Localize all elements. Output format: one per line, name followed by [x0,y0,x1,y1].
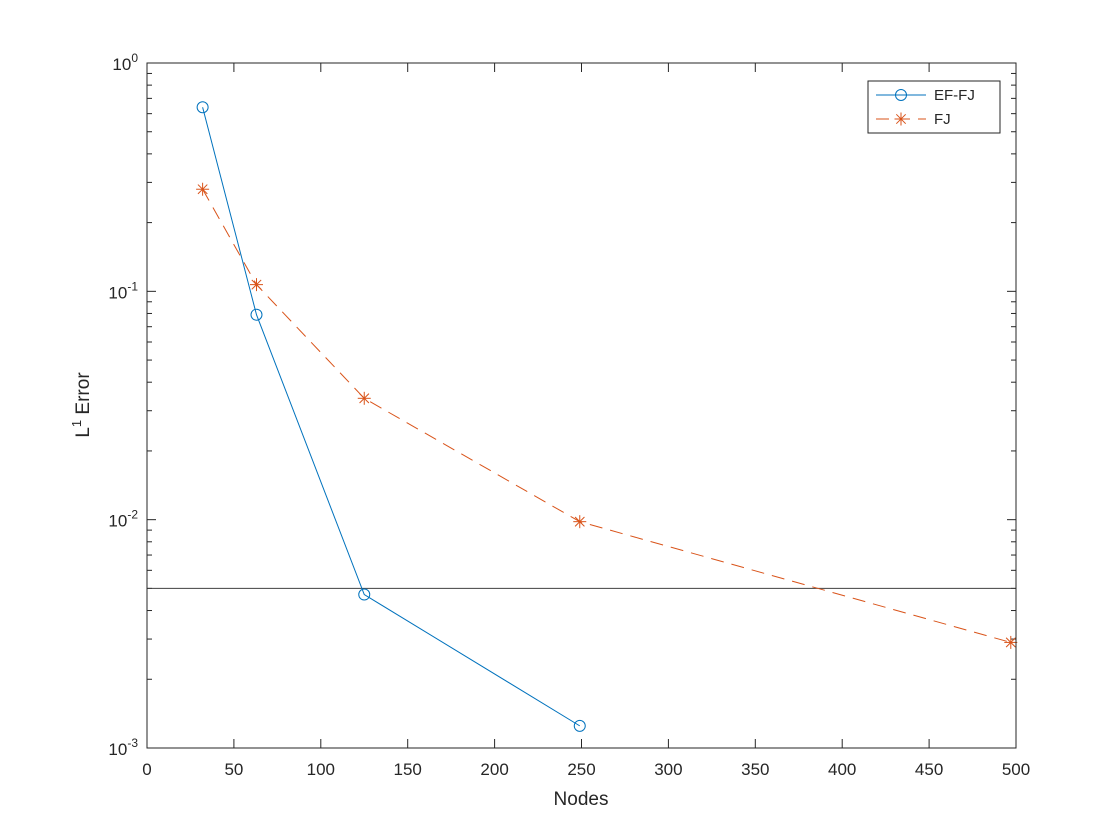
axes-box [146,62,1017,749]
series-line-fj [202,188,1011,643]
data-point-fj [249,278,263,292]
x-tick-label: 50 [224,760,243,779]
legend: EF-FJ FJ [867,80,1001,134]
x-tick-label: 350 [741,760,769,779]
asterisk-stroke [251,279,262,290]
data-point-fj [1004,635,1018,649]
data-point-ef-fj [196,101,209,114]
asterisk-stroke [1005,637,1016,648]
x-tick-label: 0 [142,760,151,779]
x-tick-label: 300 [654,760,682,779]
data-point-ef-fj [358,588,371,601]
series-line-ef-fj [202,107,581,727]
y-tick-labels: 10-3 10-2 10-1 100 [108,51,138,759]
x-tick-label: 100 [307,760,335,779]
y-tick-label: 10-3 [108,736,138,759]
legend-label-fj: FJ [934,111,951,128]
data-point-fj [196,182,210,196]
legend-box [867,80,1001,134]
legend-label-ef-fj: EF-FJ [934,87,975,104]
y-tick-label: 100 [112,51,138,74]
asterisk-stroke [895,113,907,125]
legend-marker-fj [894,112,908,126]
data-point-ef-fj [573,719,586,732]
data-point-fj [573,515,587,529]
x-tick-label: 400 [828,760,856,779]
y-tick-label: 10-2 [108,508,138,531]
plot-area [147,63,1016,748]
x-axis-label: Nodes [554,789,609,810]
x-tick-label: 450 [915,760,943,779]
x-tick-label: 500 [1002,760,1030,779]
series-ef-fj [196,101,586,732]
minor-ticks [147,72,1016,680]
legend-marker-ef-fj [895,89,907,101]
series-fj [196,182,1018,649]
x-tick-label: 250 [567,760,595,779]
asterisk-stroke [359,393,370,404]
y-axis-label: L1 Error [69,372,94,438]
asterisk-stroke [197,184,208,195]
x-tick-labels: 0 50 100 150 200 250 300 350 400 450 500 [142,760,1030,779]
x-tick-label: 150 [394,760,422,779]
y-tick-label: 10-1 [108,279,138,302]
asterisk-stroke [574,516,585,527]
data-point-ef-fj [250,308,263,321]
x-tick-label: 200 [480,760,508,779]
data-point-fj [357,391,371,405]
series-layer [196,101,1018,732]
